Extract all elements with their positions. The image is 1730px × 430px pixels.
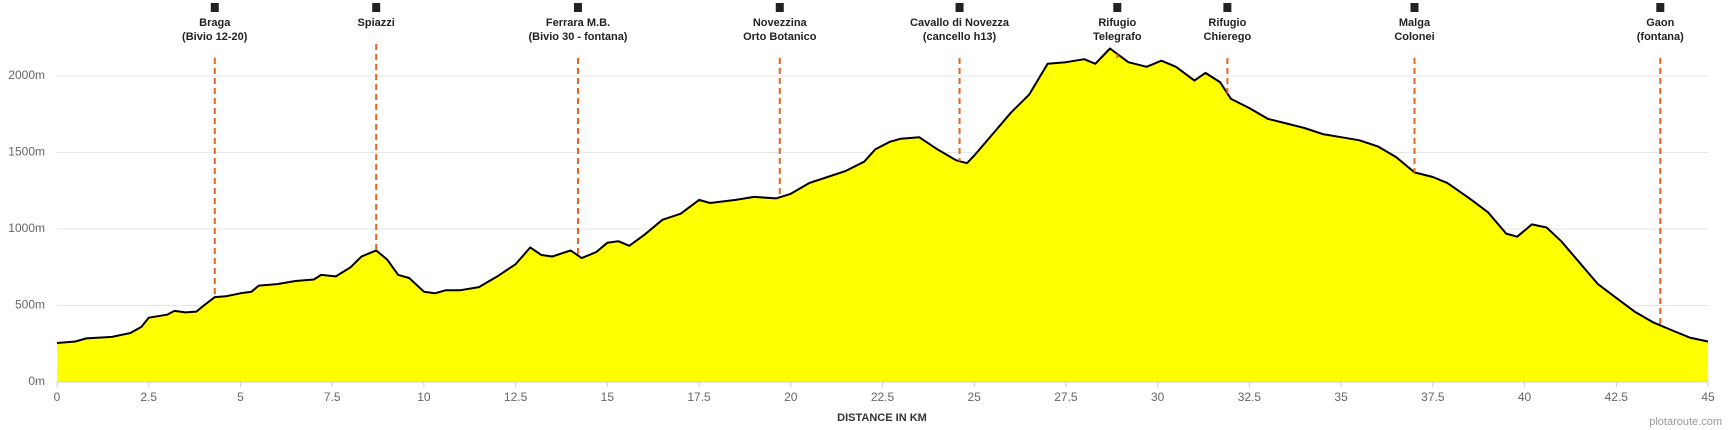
waypoint-label: Colonei bbox=[1394, 31, 1434, 43]
x-tick-label: 0 bbox=[54, 390, 61, 404]
x-tick-label: 7.5 bbox=[324, 390, 341, 404]
x-tick-label: 30 bbox=[1151, 390, 1165, 404]
x-tick-label: 22.5 bbox=[871, 390, 895, 404]
waypoint-label: (fontana) bbox=[1637, 31, 1684, 43]
x-tick-label: 37.5 bbox=[1421, 390, 1445, 404]
waypoint-label: Cavallo di Novezza bbox=[910, 17, 1010, 29]
x-tick-label: 2.5 bbox=[140, 390, 157, 404]
waypoint-label: Telegrafo bbox=[1093, 31, 1142, 43]
x-axis-label: DISTANCE IN KM bbox=[837, 412, 927, 424]
waypoint-icon bbox=[573, 3, 582, 12]
waypoint-label: Ferrara M.B. bbox=[546, 17, 610, 29]
x-tick-label: 27.5 bbox=[1054, 390, 1078, 404]
waypoint-label: (cancello h13) bbox=[923, 31, 997, 43]
waypoint-label: Rifugio bbox=[1208, 17, 1246, 29]
waypoint-label: Gaon bbox=[1646, 17, 1674, 29]
waypoint-icon bbox=[372, 3, 381, 12]
waypoint-icon bbox=[955, 3, 964, 12]
x-tick-label: 35 bbox=[1334, 390, 1348, 404]
waypoint-label: (Bivio 12-20) bbox=[182, 31, 248, 43]
x-tick-label: 15 bbox=[601, 390, 615, 404]
area-fill bbox=[57, 48, 1708, 382]
y-tick-label: 0m bbox=[28, 374, 45, 388]
waypoint-icon bbox=[1656, 3, 1665, 12]
waypoint-icon bbox=[1113, 3, 1122, 12]
waypoint-label: Novezzina bbox=[753, 17, 808, 29]
x-tick-label: 17.5 bbox=[687, 390, 711, 404]
x-tick-label: 42.5 bbox=[1605, 390, 1629, 404]
x-tick-label: 10 bbox=[417, 390, 431, 404]
x-tick-label: 40 bbox=[1518, 390, 1532, 404]
y-tick-label: 2000m bbox=[8, 68, 45, 82]
waypoint-icon bbox=[210, 3, 219, 12]
y-tick-label: 1000m bbox=[8, 221, 45, 235]
waypoint-icon bbox=[775, 3, 784, 12]
x-tick-label: 25 bbox=[968, 390, 982, 404]
y-tick-label: 1500m bbox=[8, 145, 45, 159]
waypoint-label: Orto Botanico bbox=[743, 31, 817, 43]
x-tick-label: 5 bbox=[237, 390, 244, 404]
y-tick-label: 500m bbox=[15, 298, 45, 312]
waypoint-label: Braga bbox=[199, 17, 231, 29]
waypoint-icon bbox=[1223, 3, 1232, 12]
waypoint-icon bbox=[1410, 3, 1419, 12]
x-tick-label: 20 bbox=[784, 390, 798, 404]
waypoint-label: Rifugio bbox=[1098, 17, 1136, 29]
x-tick-label: 32.5 bbox=[1238, 390, 1262, 404]
waypoint-label: Spiazzi bbox=[358, 17, 395, 29]
x-tick-label: 45 bbox=[1701, 390, 1715, 404]
waypoint-label: Chierego bbox=[1204, 31, 1252, 43]
x-tick-label: 12.5 bbox=[504, 390, 528, 404]
waypoint-label: (Bivio 30 - fontana) bbox=[528, 31, 627, 43]
credit: plotaroute.com bbox=[1649, 416, 1722, 428]
waypoint-label: Malga bbox=[1399, 17, 1431, 29]
elevation-line bbox=[56, 47, 1709, 344]
